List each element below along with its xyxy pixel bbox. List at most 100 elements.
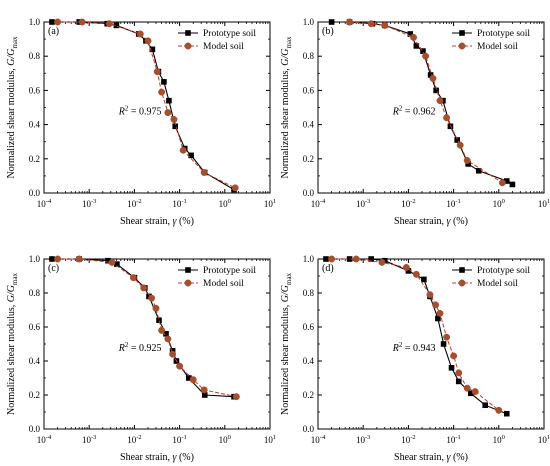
prototype-soil-point [49, 256, 55, 262]
x-tick-exponent: 1 [547, 198, 550, 205]
prototype-soil-point [156, 317, 162, 323]
x-tick-label: 10-2 [401, 198, 415, 209]
y-tick-label: 0.2 [303, 154, 314, 164]
x-tick-base: 10 [127, 435, 137, 445]
legend-model-marker [184, 279, 192, 287]
model-soil-point [176, 362, 184, 370]
x-tick-exponent: -1 [181, 434, 186, 441]
r-squared-exponent: 2 [399, 104, 403, 112]
r-squared-symbol: R [392, 343, 399, 354]
x-tick-exponent: 1 [273, 434, 276, 441]
y-tick-label: 0.0 [29, 188, 41, 198]
x-tick-label: 100 [219, 434, 231, 445]
y-axis-title-symbol: G/G [6, 285, 17, 302]
model-soil-point [429, 74, 437, 82]
legend-model-marker [184, 42, 192, 50]
x-tick-base: 10 [311, 435, 321, 445]
x-tick-exponent: 0 [228, 434, 231, 441]
model-soil-point [495, 406, 503, 414]
x-tick-exponent: -3 [91, 434, 96, 441]
model-soil-point [436, 97, 444, 105]
panel-a: 10-4 10-3 10-2 10-1 100 1010.00.20.40.60.81.0… [6, 17, 276, 227]
prototype-soil-point [49, 19, 55, 25]
x-tick-base: 10 [493, 199, 503, 209]
x-tick-label: 10-4 [311, 434, 326, 445]
model-soil-point [422, 52, 430, 60]
prototype-soil-point [113, 22, 120, 29]
y-axis-title-text: Normalized shear modulus, [6, 302, 17, 415]
model-soil-point [75, 255, 83, 263]
x-tick-base: 10 [401, 435, 411, 445]
y-axis-title-subscript: max [11, 272, 19, 285]
model-soil-point [54, 18, 62, 26]
legend-model-marker [458, 279, 466, 287]
y-tick-label: 0.6 [303, 322, 315, 332]
model-soil-point [402, 264, 410, 271]
prototype-soil-line [331, 21, 513, 185]
r-squared-label: R2 = 0.943 [392, 341, 436, 354]
x-axis-title-text: Shear strain, [120, 452, 173, 463]
x-axis-title-symbol: γ [447, 452, 452, 463]
y-axis-title: Normalized shear modulus, G/Gmax [6, 36, 19, 179]
x-tick-base: 10 [356, 199, 366, 209]
y-tick-label: 0.6 [303, 85, 315, 95]
model-soil-point [471, 388, 479, 396]
x-tick-label: 100 [219, 198, 231, 209]
prototype-soil-point [188, 152, 194, 159]
x-tick-exponent: 0 [228, 198, 231, 205]
x-tick-exponent: 1 [273, 198, 276, 205]
r-squared-exponent: 2 [125, 341, 129, 349]
x-axis-title-symbol: γ [173, 452, 178, 463]
y-tick-label: 0.0 [29, 424, 41, 434]
y-tick-label: 0.2 [29, 390, 40, 400]
x-axis-title-symbol: γ [173, 216, 178, 227]
x-axis-title-unit: (%) [450, 452, 468, 463]
x-tick-base: 10 [264, 435, 274, 445]
x-tick-label: 100 [493, 434, 505, 445]
x-tick-exponent: -2 [410, 434, 415, 441]
x-tick-base: 10 [264, 199, 274, 209]
x-tick-exponent: -4 [320, 434, 326, 441]
model-soil-point [169, 350, 177, 358]
model-soil-point [498, 179, 506, 187]
r-squared-symbol: R [392, 106, 399, 117]
panel-label: (d) [322, 263, 334, 274]
legend-prototype-marker [185, 267, 191, 273]
prototype-soil-point [407, 31, 414, 37]
x-tick-label: 10-3 [82, 198, 96, 209]
x-tick-label: 10-3 [356, 198, 370, 209]
model-soil-point [189, 376, 197, 384]
x-tick-label: 10-2 [401, 434, 415, 445]
y-tick-label: 0.2 [303, 390, 314, 400]
x-tick-exponent: -2 [136, 434, 141, 441]
model-soil-point [158, 88, 166, 96]
prototype-soil-point [368, 256, 374, 262]
model-soil-point [148, 294, 156, 302]
y-axis-title-text: Normalized shear modulus, [280, 66, 291, 179]
prototype-soil-point [114, 261, 120, 267]
x-tick-label: 10-1 [446, 434, 460, 445]
x-tick-label: 10-4 [37, 198, 52, 209]
model-soil-point [455, 369, 463, 377]
x-tick-label: 101 [538, 434, 550, 445]
x-tick-label: 101 [538, 198, 550, 209]
prototype-soil-point [467, 390, 474, 397]
model-soil-point [443, 333, 451, 341]
y-axis-title-text: Normalized shear modulus, [6, 66, 17, 179]
y-tick-label: 1.0 [303, 254, 315, 264]
legend-prototype-label: Prototype soil [203, 29, 256, 39]
y-axis-title-symbol: G/G [280, 49, 291, 66]
x-tick-label: 10-1 [172, 434, 186, 445]
model-soil-point [410, 33, 418, 41]
y-tick-label: 1.0 [303, 17, 315, 27]
r-squared-label: R2 = 0.975 [118, 104, 162, 117]
y-axis-title-symbol: G/G [280, 285, 291, 302]
y-tick-label: 1.0 [29, 17, 41, 27]
y-tick-label: 0.4 [303, 120, 315, 130]
model-soil-point [231, 184, 239, 192]
y-axis-title-subscript: max [285, 36, 293, 49]
x-tick-base: 10 [446, 435, 456, 445]
x-tick-base: 10 [127, 199, 137, 209]
legend-model-label: Model soil [203, 42, 244, 52]
prototype-soil-point [149, 46, 156, 53]
